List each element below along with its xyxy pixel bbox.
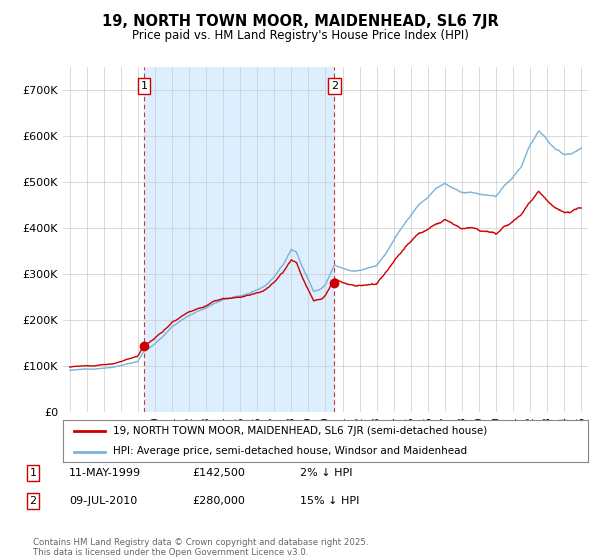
Text: Contains HM Land Registry data © Crown copyright and database right 2025.
This d: Contains HM Land Registry data © Crown c… — [33, 538, 368, 557]
Text: 19, NORTH TOWN MOOR, MAIDENHEAD, SL6 7JR: 19, NORTH TOWN MOOR, MAIDENHEAD, SL6 7JR — [101, 14, 499, 29]
Text: 2: 2 — [331, 81, 338, 91]
Text: Price paid vs. HM Land Registry's House Price Index (HPI): Price paid vs. HM Land Registry's House … — [131, 29, 469, 42]
Text: 1: 1 — [29, 468, 37, 478]
Text: £142,500: £142,500 — [192, 468, 245, 478]
Text: 2% ↓ HPI: 2% ↓ HPI — [300, 468, 353, 478]
Text: 1: 1 — [140, 81, 148, 91]
Text: HPI: Average price, semi-detached house, Windsor and Maidenhead: HPI: Average price, semi-detached house,… — [113, 446, 467, 456]
Text: £280,000: £280,000 — [192, 496, 245, 506]
Text: 2: 2 — [29, 496, 37, 506]
Text: 15% ↓ HPI: 15% ↓ HPI — [300, 496, 359, 506]
Text: 19, NORTH TOWN MOOR, MAIDENHEAD, SL6 7JR (semi-detached house): 19, NORTH TOWN MOOR, MAIDENHEAD, SL6 7JR… — [113, 426, 487, 436]
Bar — [144, 67, 334, 412]
Text: 11-MAY-1999: 11-MAY-1999 — [69, 468, 141, 478]
Text: 09-JUL-2010: 09-JUL-2010 — [69, 496, 137, 506]
